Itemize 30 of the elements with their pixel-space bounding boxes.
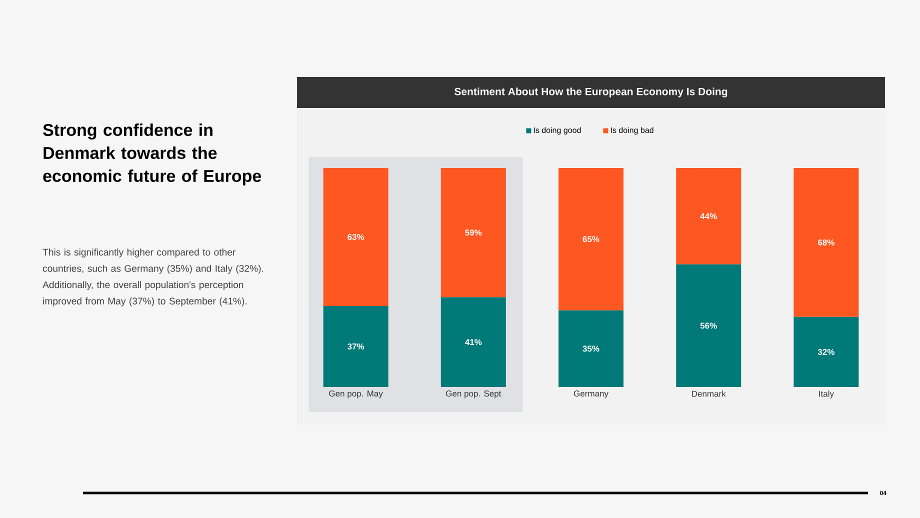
text: This is significantly higher compared to other countries, such as Germany (35%) and Italy (32%). Additionally, the overall population's perception improved from May (37%) to September (41%). xyxy=(42,248,264,306)
bar xyxy=(558,310,624,387)
bar xyxy=(558,168,624,310)
legend-label: Is doing bad xyxy=(610,127,654,135)
bar xyxy=(676,264,742,387)
bar xyxy=(440,297,506,387)
data-label: 32% xyxy=(818,348,834,355)
data-label: 41% xyxy=(465,339,482,346)
data-label: 59% xyxy=(465,230,482,236)
data-label: 65% xyxy=(582,236,600,242)
bar xyxy=(794,168,859,317)
data-label: 68% xyxy=(818,239,834,246)
bar xyxy=(323,306,388,387)
x-tick-label: Italy xyxy=(819,390,834,398)
data-label: 35% xyxy=(582,346,600,352)
data-label: 37% xyxy=(347,343,364,350)
data-label: 44% xyxy=(700,213,717,220)
chart-title: Sentiment About How the European Economy Is Doing xyxy=(454,88,728,98)
x-tick-label: Gen pop. May xyxy=(329,390,383,398)
x-tick-label: Germany xyxy=(574,390,608,398)
bar xyxy=(676,168,742,264)
data-label: 63% xyxy=(348,234,364,240)
x-tick-label: Gen pop. Sept xyxy=(446,390,502,398)
bar xyxy=(440,168,506,298)
text: Strong confidence in Denmark towards the economic future of Europe xyxy=(43,124,262,186)
data-label: 56% xyxy=(700,322,717,329)
bar xyxy=(323,168,388,306)
bar xyxy=(794,316,859,387)
x-tick-label: Denmark xyxy=(692,390,726,397)
legend-label: Is doing good xyxy=(534,127,581,135)
